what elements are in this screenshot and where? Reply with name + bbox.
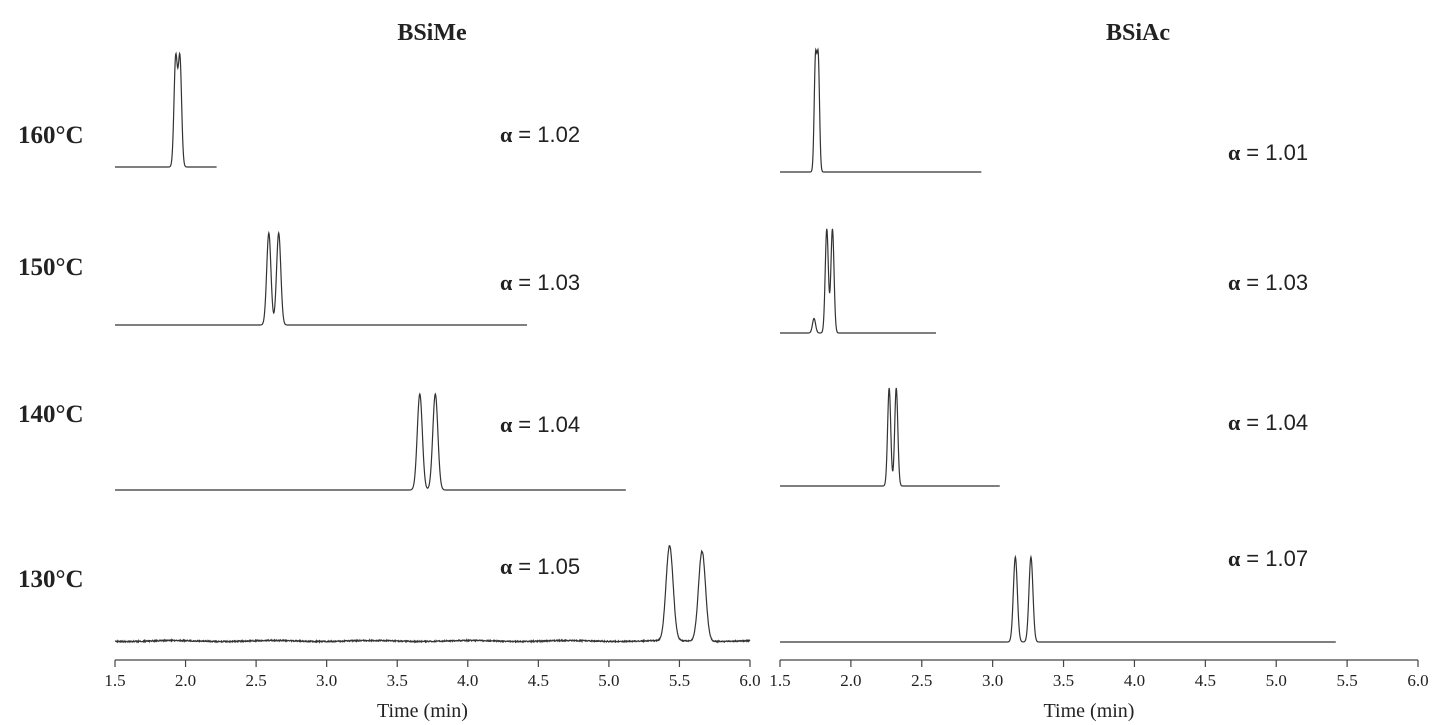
alpha-label: α = 1.07	[1228, 546, 1308, 571]
alpha-value: = 1.04	[518, 412, 580, 437]
alpha-value: = 1.03	[518, 270, 580, 295]
x-tick-label: 2.0	[175, 671, 196, 690]
x-tick-label: 1.5	[104, 671, 125, 690]
alpha-label: α = 1.01	[1228, 140, 1308, 165]
x-tick-label: 2.0	[840, 671, 861, 690]
alpha-symbol: α	[500, 122, 513, 147]
x-tick-label: 3.0	[982, 671, 1003, 690]
alpha-label: α = 1.03	[500, 270, 580, 295]
chromatogram-trace-130c	[780, 554, 1336, 643]
alpha-symbol: α	[1228, 270, 1241, 295]
chart-panel-bsime: BSiMe 1.5 2.0 2.5 3.0 3.5 4.0 4.5 5.0 5.5 6.0 Time …	[18, 20, 761, 722]
temperature-label: 160°C	[18, 122, 84, 149]
chromatogram-trace-140c	[115, 392, 626, 491]
chromatogram-trace-150c	[780, 228, 936, 334]
temperature-label: 130°C	[18, 566, 84, 593]
x-tick-label: 4.0	[457, 671, 478, 690]
alpha-value: = 1.01	[1246, 140, 1308, 165]
x-axis-label: Time (min)	[377, 700, 468, 722]
x-tick-label: 4.5	[528, 671, 549, 690]
x-tick-label: 1.5	[769, 671, 790, 690]
alpha-symbol: α	[1228, 546, 1241, 571]
alpha-label: α = 1.04	[1228, 410, 1308, 435]
x-tick-label: 3.0	[316, 671, 337, 690]
x-tick-label: 5.5	[1336, 671, 1357, 690]
temperature-label: 140°C	[18, 401, 84, 428]
chromatogram-trace-140c	[780, 387, 1000, 487]
x-tick-label: 3.5	[1053, 671, 1074, 690]
alpha-value: = 1.03	[1246, 270, 1308, 295]
chromatogram-trace-160c	[780, 47, 982, 173]
alpha-symbol: α	[500, 554, 513, 579]
alpha-label: α = 1.04	[500, 412, 580, 437]
x-tick-label: 5.0	[1266, 671, 1287, 690]
chromatogram-trace-160c	[115, 51, 217, 168]
alpha-symbol: α	[500, 412, 513, 437]
alpha-value: = 1.04	[1246, 410, 1308, 435]
x-tick-label: 2.5	[245, 671, 266, 690]
panel-title: BSiMe	[397, 20, 467, 46]
alpha-symbol: α	[1228, 410, 1241, 435]
chromatogram-trace-130c	[114, 545, 751, 644]
x-tick-label: 5.0	[598, 671, 619, 690]
alpha-label: α = 1.03	[1228, 270, 1308, 295]
x-tick-label: 4.0	[1124, 671, 1145, 690]
x-tick-label: 3.5	[387, 671, 408, 690]
alpha-value: = 1.07	[1246, 546, 1308, 571]
alpha-label: α = 1.05	[500, 554, 580, 579]
alpha-label: α = 1.02	[500, 122, 580, 147]
temperature-label: 150°C	[18, 254, 84, 281]
chromatogram-trace-150c	[115, 230, 528, 326]
x-axis-label: Time (min)	[1044, 700, 1135, 722]
x-tick-label: 6.0	[1407, 671, 1428, 690]
alpha-value: = 1.02	[518, 122, 580, 147]
x-tick-label: 6.0	[739, 671, 760, 690]
alpha-symbol: α	[1228, 140, 1241, 165]
chart-panel-bsiac: BSiAc 1.5 2.0 2.5 3.0 3.5 4.0 4.5 5.0 5.5 6.0 Time …	[769, 20, 1428, 722]
x-tick-label: 4.5	[1195, 671, 1216, 690]
alpha-symbol: α	[500, 270, 513, 295]
x-tick-label: 5.5	[669, 671, 690, 690]
x-tick-label: 2.5	[911, 671, 932, 690]
alpha-value: = 1.05	[518, 554, 580, 579]
panel-title: BSiAc	[1106, 20, 1170, 46]
